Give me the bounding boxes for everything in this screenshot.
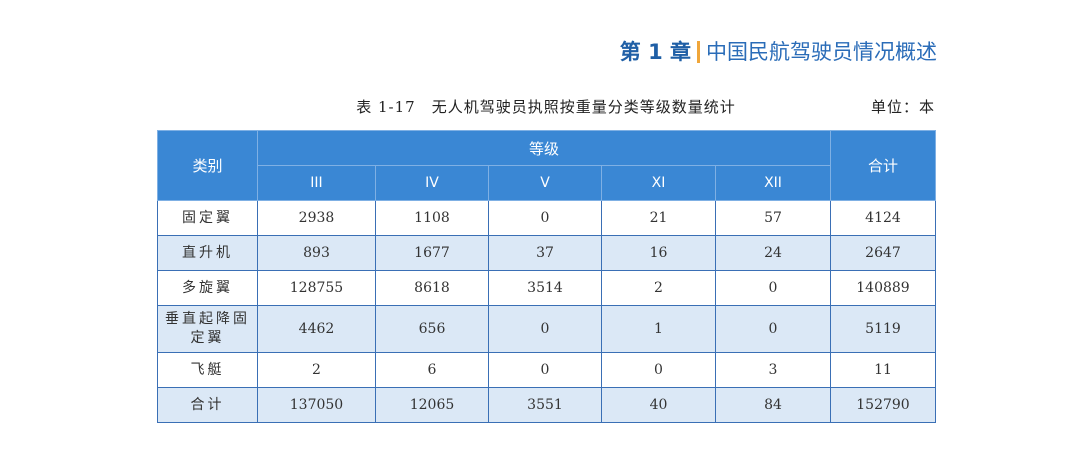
table-title: 表 1-17 无人机驾驶员执照按重量分类等级数量统计	[356, 98, 736, 116]
table-cell: 1	[601, 305, 716, 353]
category-header: 类别	[157, 130, 258, 201]
row-total: 4124	[830, 200, 936, 236]
table-cell: 3514	[488, 270, 602, 306]
table-cell: 57	[715, 200, 831, 236]
table-row: 直升机 893 1677 37 16 24 2647	[157, 235, 936, 271]
table-cell: 37	[488, 235, 602, 271]
row-total: 11	[830, 352, 936, 388]
table-cell: 0	[715, 305, 831, 353]
row-label: 直升机	[157, 235, 258, 271]
row-total: 140889	[830, 270, 936, 306]
grade-col-header: XII	[715, 165, 831, 201]
table-cell: 0	[488, 352, 602, 388]
table-cell: 0	[488, 305, 602, 353]
grade-col-header: III	[257, 165, 376, 201]
row-total: 2647	[830, 235, 936, 271]
row-total: 5119	[830, 305, 936, 353]
table-cell: 893	[257, 235, 376, 271]
table-cell: 8618	[375, 270, 489, 306]
table-cell: 2938	[257, 200, 376, 236]
table-cell: 0	[488, 200, 602, 236]
table-cell: 656	[375, 305, 489, 353]
license-table: 类别 等级 合计 III IV V XI XII 固定翼 2938 1108 0…	[157, 130, 936, 423]
row-label: 多旋翼	[157, 270, 258, 306]
grade-header: 等级	[257, 130, 831, 166]
table-cell: 0	[601, 352, 716, 388]
grade-col-header: V	[488, 165, 602, 201]
table-cell: 40	[601, 387, 716, 423]
table-cell: 6	[375, 352, 489, 388]
table-cell: 84	[715, 387, 831, 423]
table-row: 固定翼 2938 1108 0 21 57 4124	[157, 200, 936, 236]
table-row: 多旋翼 128755 8618 3514 2 0 140889	[157, 270, 936, 306]
row-label: 合计	[157, 387, 258, 423]
table-caption: 表 1-17 无人机驾驶员执照按重量分类等级数量统计 单位：本	[157, 96, 935, 118]
table-cell: 3551	[488, 387, 602, 423]
table-cell: 4462	[257, 305, 376, 353]
row-label: 飞艇	[157, 352, 258, 388]
row-label: 垂直起降固定翼	[157, 305, 258, 353]
table-cell: 12065	[375, 387, 489, 423]
table-cell: 137050	[257, 387, 376, 423]
table-row: 垂直起降固定翼 4462 656 0 1 0 5119	[157, 305, 936, 353]
grade-col-header: XI	[601, 165, 716, 201]
table-cell: 16	[601, 235, 716, 271]
table-cell: 1677	[375, 235, 489, 271]
table-cell: 0	[715, 270, 831, 306]
row-total: 152790	[830, 387, 936, 423]
row-label: 固定翼	[157, 200, 258, 236]
table-cell: 128755	[257, 270, 376, 306]
table-row: 合计 137050 12065 3551 40 84 152790	[157, 387, 936, 423]
table-cell: 24	[715, 235, 831, 271]
chapter-title: 中国民航驾驶员情况概述	[706, 40, 937, 64]
table-unit: 单位：本	[870, 98, 935, 116]
table-cell: 2	[601, 270, 716, 306]
table-cell: 1108	[375, 200, 489, 236]
chapter-header: 第 1 章 中国民航驾驶员情况概述	[620, 38, 937, 66]
chapter-divider	[697, 41, 700, 63]
grade-col-header: IV	[375, 165, 489, 201]
total-header: 合计	[830, 130, 936, 201]
table-row: 飞艇 2 6 0 0 3 11	[157, 352, 936, 388]
chapter-number: 第 1 章	[619, 40, 691, 64]
table-cell: 3	[715, 352, 831, 388]
table-cell: 2	[257, 352, 376, 388]
table-cell: 21	[601, 200, 716, 236]
